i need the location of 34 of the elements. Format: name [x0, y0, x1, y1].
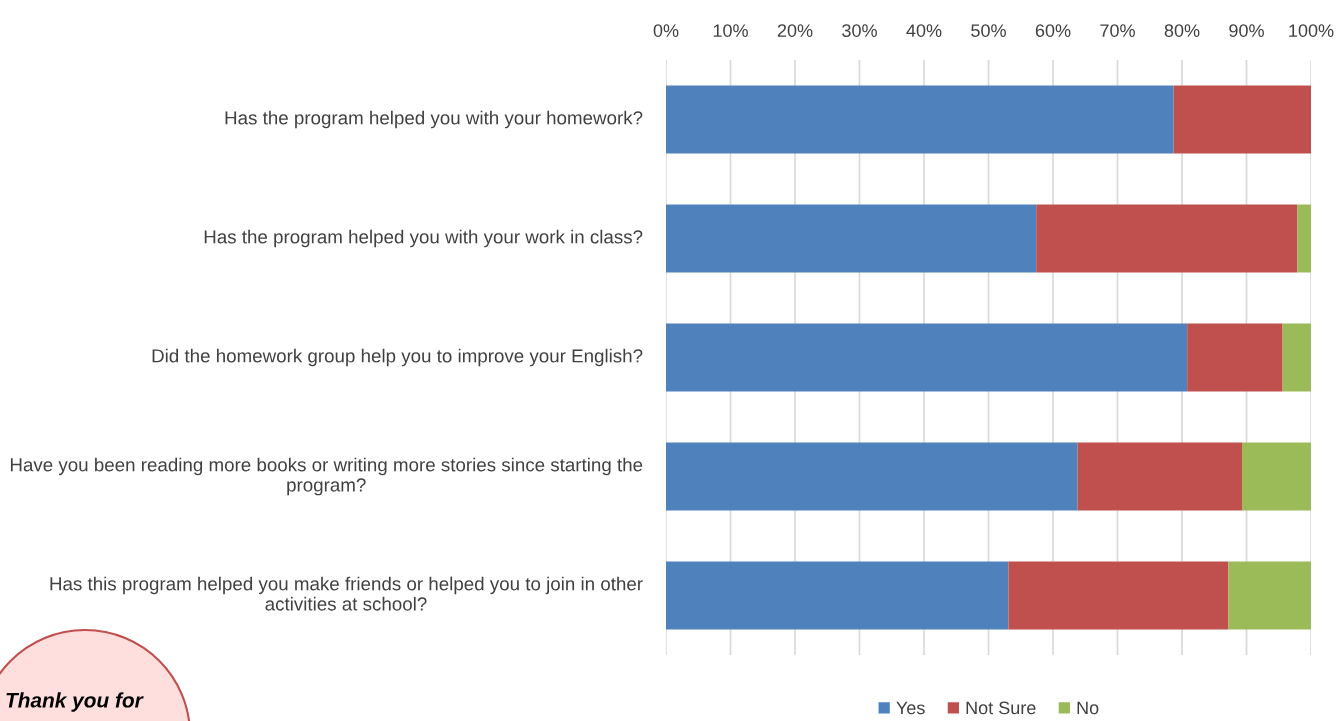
bar — [1241, 442, 1311, 511]
x-tick-label: 30% — [842, 24, 877, 37]
y-tick-label: Have you been reading more books or writing more stories since starting the program? — [10, 457, 643, 496]
bar — [1008, 561, 1229, 630]
x-tick-label: 0% — [653, 24, 679, 37]
x-tick-label: 60% — [1035, 24, 1071, 37]
x-tick-label: 50% — [971, 24, 1006, 37]
legend-label: No — [1077, 701, 1099, 715]
x-tick-label: 90% — [1229, 24, 1264, 37]
bar — [666, 561, 1009, 630]
bar — [1282, 323, 1311, 392]
x-tick-label: 40% — [906, 24, 942, 37]
y-tick-label: Has this program helped you make friends or helped you to join in other activities at school? — [50, 576, 643, 611]
bar — [666, 323, 1188, 392]
bar — [666, 85, 1174, 154]
x-tick-label: 100% — [1289, 24, 1334, 37]
bar — [666, 204, 1037, 273]
x-tick-label: 20% — [777, 24, 813, 37]
legend-label: Not Sure — [966, 701, 1036, 715]
y-tick-label: Has the program helped you with your homework? — [225, 110, 643, 129]
bar — [1036, 204, 1298, 273]
bar — [666, 442, 1078, 511]
bar — [1077, 442, 1242, 511]
y-tick-label: Has the program helped you with your work in class? — [204, 229, 643, 248]
bar — [1173, 85, 1311, 154]
bar — [1228, 561, 1311, 630]
x-tick-label: 10% — [713, 24, 748, 37]
bar — [1297, 204, 1311, 273]
x-tick-label: 80% — [1164, 24, 1200, 37]
legend-label: Yes — [896, 701, 925, 715]
bar — [1187, 323, 1283, 392]
text: Thank you for — [6, 692, 144, 712]
y-tick-label: Did the homework group help you to improve your English? — [152, 348, 643, 367]
x-tick-label: 70% — [1100, 24, 1135, 37]
